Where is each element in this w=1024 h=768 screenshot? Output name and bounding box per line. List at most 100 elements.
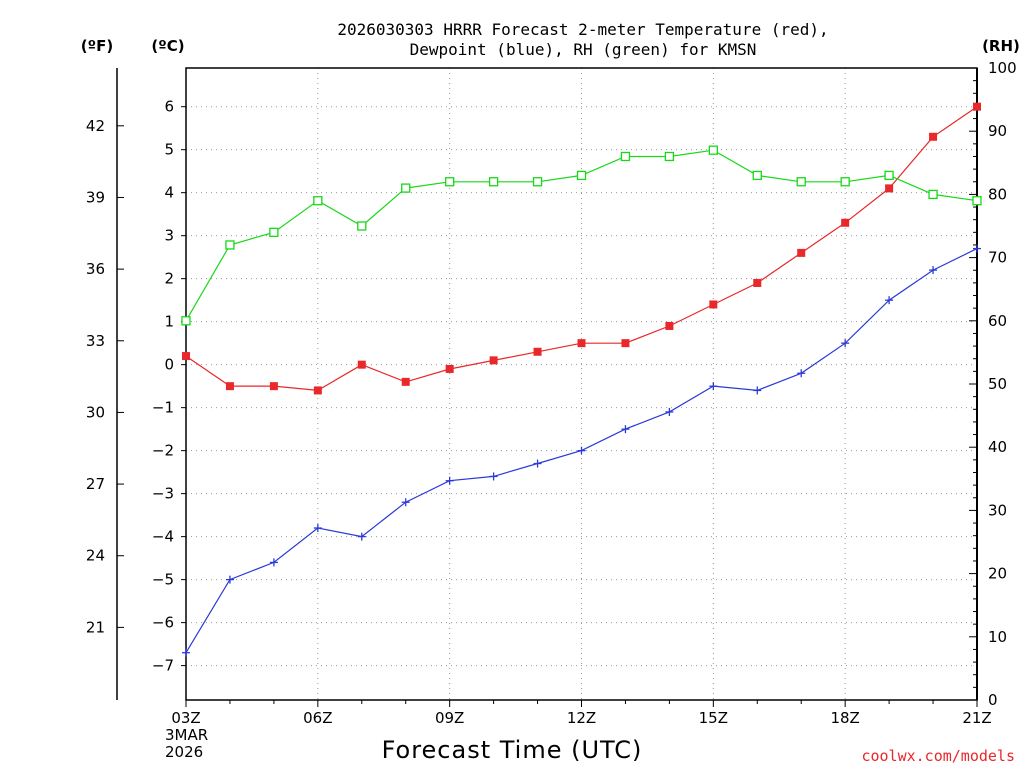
dewpoint-data-point <box>401 498 410 507</box>
dewpoint-data-point <box>533 459 542 468</box>
temperature-data-point <box>269 382 278 391</box>
temperature-data-point <box>753 278 762 287</box>
celsius-tick-label: 5 <box>164 141 174 159</box>
rh-data-point <box>357 221 367 231</box>
tick-labels: −7 −6 −5 −4 −3 −2 −1 0 1 2 3 4 5 6 21 24 27 30 33 36 39 42 0 10… <box>86 59 1017 727</box>
rh-tick-label: 60 <box>988 312 1007 330</box>
rh-data-point <box>620 151 631 162</box>
temperature-data-point <box>445 364 454 373</box>
fahrenheit-unit-label: (ºF) <box>81 37 113 55</box>
rh-data-point <box>532 177 543 187</box>
dewpoint-data-point <box>841 339 850 348</box>
rh-data-point <box>401 183 411 193</box>
celsius-tick-label: 2 <box>164 270 174 288</box>
dewpoint-data-point <box>621 425 630 434</box>
fahrenheit-tick-label: 30 <box>86 403 105 421</box>
temperature-data-point <box>709 300 718 309</box>
rh-data-point <box>313 196 323 206</box>
celsius-unit-label: (ºC) <box>151 37 184 55</box>
rh-tick-label: 50 <box>988 375 1007 393</box>
time-tick-label: 18Z <box>830 709 859 727</box>
temperature-data-point <box>357 360 366 369</box>
dewpoint-data-point <box>797 369 806 378</box>
celsius-tick-label: 4 <box>164 184 174 202</box>
rh-data-point <box>796 177 806 187</box>
temperature-data-point <box>225 382 234 391</box>
dewpoint-data-point <box>929 266 938 275</box>
x-axis-date-month: 3MAR <box>165 726 208 744</box>
dewpoint-data-point <box>269 558 278 567</box>
celsius-tick-label: −4 <box>152 528 174 546</box>
celsius-tick-label: −2 <box>152 442 174 460</box>
rh-tick-label: 30 <box>988 501 1007 519</box>
rh-data-point <box>664 151 675 162</box>
temperature-data-point <box>665 321 674 330</box>
rh-data-point <box>576 170 587 181</box>
temperature-data-point <box>401 377 410 386</box>
temperature-data-point <box>973 102 981 111</box>
rh-tick-label: 80 <box>988 185 1007 203</box>
fahrenheit-tick-label: 21 <box>86 618 105 636</box>
dewpoint-data-point <box>665 407 674 416</box>
fahrenheit-tick-label: 24 <box>86 547 105 565</box>
rh-data-point <box>840 177 850 187</box>
rh-tick-label: 10 <box>988 628 1007 646</box>
time-tick-label: 12Z <box>567 709 596 727</box>
temperature-data-point <box>577 339 586 348</box>
time-tick-label: 21Z <box>962 709 991 727</box>
temperature-data-point <box>841 218 850 227</box>
celsius-tick-label: −6 <box>152 614 174 632</box>
dewpoint-data-point <box>753 386 762 395</box>
temperature-data-point <box>797 248 806 257</box>
rh-data-point <box>488 177 499 187</box>
celsius-tick-label: 1 <box>164 313 174 331</box>
celsius-tick-label: −1 <box>152 399 174 417</box>
dewpoint-data-point <box>885 296 894 305</box>
dewpoint-data-point <box>225 575 234 584</box>
temperature-data-point <box>621 339 630 348</box>
rh-tick-label: 0 <box>988 691 998 709</box>
x-axis-label: Forecast Time (UTC) <box>382 736 643 764</box>
time-tick-label: 09Z <box>435 709 464 727</box>
x-axis-date-year: 2026 <box>165 743 203 761</box>
dewpoint-data-point <box>709 382 718 391</box>
fahrenheit-tick-label: 42 <box>86 117 105 135</box>
time-tick-label: 06Z <box>303 709 332 727</box>
rh-data-point <box>708 145 718 155</box>
dewpoint-data-point <box>182 648 190 657</box>
gridlines <box>186 68 977 700</box>
fahrenheit-tick-label: 39 <box>86 188 105 206</box>
time-tick-label: 15Z <box>699 709 728 727</box>
rh-unit-label: (RH) <box>982 37 1020 55</box>
celsius-tick-label: 3 <box>164 227 174 245</box>
data-series <box>181 102 982 657</box>
fahrenheit-tick-label: 33 <box>86 332 105 350</box>
rh-data-point <box>752 170 762 181</box>
rh-data-point <box>928 189 938 200</box>
temperature-data-point <box>929 132 938 141</box>
time-tick-label: 03Z <box>171 709 200 727</box>
axes <box>116 67 978 707</box>
temperature-data-point <box>313 386 322 395</box>
credit-link[interactable]: coolwx.com/models <box>861 747 1015 765</box>
rh-tick-label: 70 <box>988 249 1007 267</box>
celsius-tick-label: 6 <box>164 98 174 116</box>
rh-data-point <box>972 196 982 206</box>
dewpoint-data-point <box>357 532 366 541</box>
chart-title-line-2: Dewpoint (blue), RH (green) for KMSN <box>410 40 757 59</box>
celsius-tick-label: −5 <box>152 571 174 589</box>
dewpoint-data-point <box>445 476 454 485</box>
celsius-tick-label: −3 <box>152 485 174 503</box>
fahrenheit-tick-label: 27 <box>86 475 105 493</box>
chart-title-line-1: 2026030303 HRRR Forecast 2-meter Tempera… <box>337 20 828 39</box>
temperature-data-point <box>182 352 190 361</box>
celsius-tick-label: −7 <box>152 657 174 675</box>
rh-data-point <box>225 240 235 250</box>
dewpoint-data-point <box>577 446 586 455</box>
rh-tick-label: 90 <box>988 122 1007 140</box>
temperature-data-point <box>885 184 894 193</box>
dewpoint-data-point <box>313 524 322 533</box>
dewpoint-data-point <box>489 472 498 481</box>
rh-tick-label: 40 <box>988 438 1007 456</box>
